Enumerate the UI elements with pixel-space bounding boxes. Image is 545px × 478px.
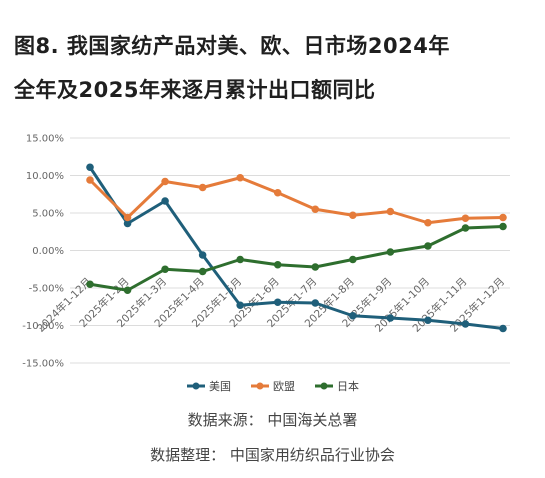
data-point <box>349 311 357 320</box>
series-line <box>89 225 504 292</box>
y-tick-label: 5.00% <box>32 209 64 220</box>
data-point <box>499 213 507 222</box>
chart-title-line-2: 全年及2025年来逐月累计出口额同比 <box>14 78 376 102</box>
data-point <box>198 251 207 259</box>
data-point <box>86 176 94 184</box>
legend-label: 欧盟 <box>273 380 295 393</box>
data-point <box>386 248 395 256</box>
data-point <box>273 298 282 307</box>
data-point <box>424 316 432 325</box>
legend-swatch-marker <box>320 382 328 390</box>
data-point <box>424 218 432 227</box>
data-point <box>161 177 169 186</box>
legend-label: 日本 <box>337 379 359 393</box>
data-point <box>461 224 470 232</box>
series-line <box>88 176 504 225</box>
y-tick-label: 0.00% <box>32 246 64 257</box>
data-compiler-note: 数据整理： 中国家用纺织品行业协会 <box>150 446 395 464</box>
legend: 美国 欧盟 日本 <box>187 379 359 393</box>
y-tick-label: 10.00% <box>26 171 64 182</box>
y-tick-label: -5.00% <box>29 284 64 295</box>
data-point <box>123 219 132 228</box>
data-source-note: 数据来源： 中国海关总署 <box>187 411 358 429</box>
data-point <box>349 255 357 264</box>
data-point <box>236 255 244 264</box>
data-point <box>461 320 470 328</box>
data-point <box>161 265 169 274</box>
y-tick-label: 15.00% <box>26 134 64 145</box>
data-point <box>86 280 94 289</box>
data-point <box>236 301 244 310</box>
series-line <box>88 166 504 330</box>
grid-lines <box>70 137 510 364</box>
data-point <box>198 267 207 276</box>
data-point <box>499 324 507 333</box>
data-point <box>236 173 244 182</box>
data-point <box>161 197 169 205</box>
y-tick-label: -15.00% <box>22 359 64 370</box>
data-point <box>349 211 357 220</box>
data-point <box>386 314 395 322</box>
data-point <box>123 286 132 295</box>
data-point <box>123 213 132 222</box>
y-tick-label: -10.00% <box>22 321 64 332</box>
legend-label: 美国 <box>209 380 231 393</box>
data-point <box>198 183 207 192</box>
line-chart: 15.00% 10.00% 5.00% 0.00% -5.00% -10.00% -15.0… <box>22 134 510 393</box>
legend-swatch-marker <box>256 382 264 390</box>
data-point <box>424 242 432 250</box>
data-point <box>311 263 320 271</box>
chart-title-line-1: 图8. 我国家纺产品对美、欧、日市场2024年 <box>14 34 450 58</box>
data-point <box>386 207 395 216</box>
y-axis-tick-labels: 15.00% 10.00% 5.00% 0.00% -5.00% -10.00% -15.0… <box>22 134 64 370</box>
data-point <box>311 299 320 307</box>
data-point <box>273 260 282 269</box>
data-point <box>499 222 507 231</box>
data-point <box>273 188 282 197</box>
data-point <box>86 163 94 172</box>
data-point <box>311 205 320 214</box>
legend-swatch-marker <box>192 382 200 390</box>
data-point <box>461 214 470 223</box>
data-series <box>86 163 507 333</box>
